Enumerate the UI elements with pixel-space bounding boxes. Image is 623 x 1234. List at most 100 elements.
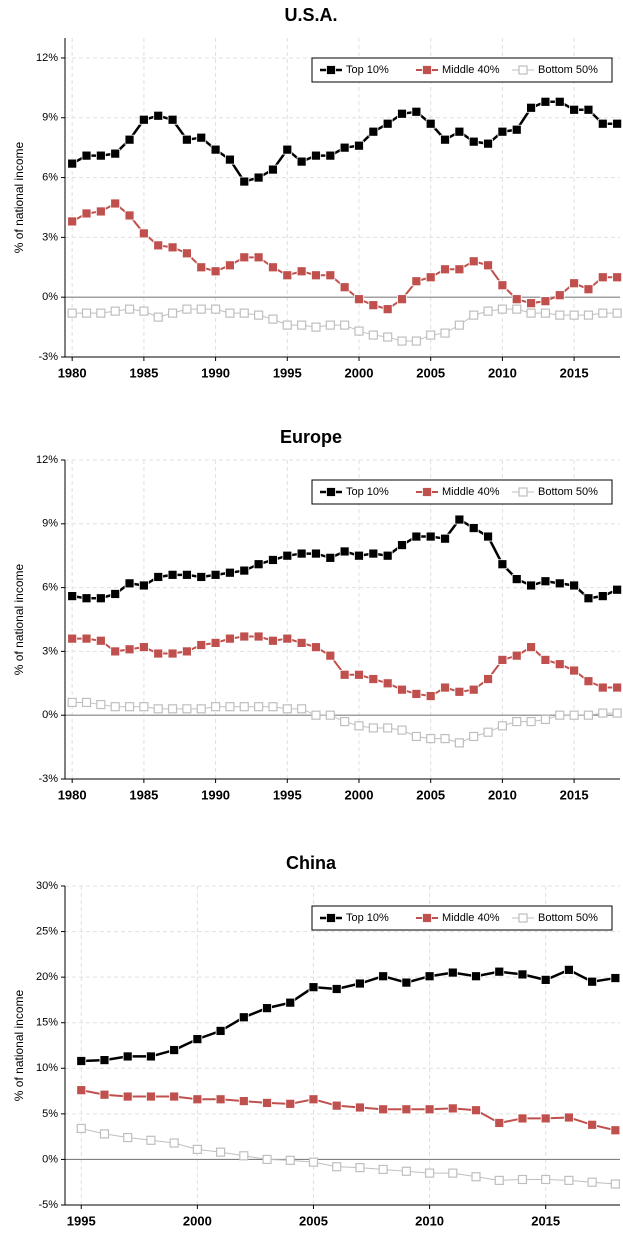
marker (225, 260, 235, 271)
marker (254, 310, 264, 320)
marker (96, 308, 106, 318)
marker (311, 270, 321, 281)
marker (268, 314, 278, 324)
marker (238, 1012, 249, 1023)
marker (76, 1056, 87, 1066)
marker (440, 733, 450, 744)
legend-label: Top 10% (346, 912, 389, 924)
series-line (81, 1089, 616, 1132)
marker (67, 591, 78, 602)
marker (368, 126, 379, 137)
marker (468, 256, 479, 267)
marker (587, 1177, 597, 1187)
marker (167, 242, 178, 253)
marker (325, 650, 336, 661)
marker (612, 308, 622, 318)
marker (95, 635, 106, 646)
marker (339, 669, 350, 680)
marker (368, 674, 379, 684)
marker (81, 150, 92, 161)
marker (447, 967, 458, 978)
marker (81, 633, 92, 644)
marker (483, 306, 493, 316)
marker (196, 132, 207, 143)
marker (354, 550, 364, 561)
marker (440, 134, 450, 145)
marker (138, 580, 149, 591)
marker (268, 164, 278, 175)
marker (215, 1094, 226, 1105)
chart-title: Europe (280, 427, 342, 447)
marker (167, 308, 178, 318)
marker (587, 976, 598, 987)
marker (517, 969, 528, 980)
y-tick-label: 5% (42, 1108, 58, 1120)
marker (254, 702, 264, 712)
marker (67, 697, 77, 708)
marker (494, 1175, 504, 1185)
x-tick-label: 1995 (273, 787, 302, 802)
marker (424, 971, 435, 982)
marker (469, 731, 479, 742)
legend-box (311, 57, 613, 83)
marker (610, 1125, 621, 1136)
marker (167, 648, 178, 659)
marker (368, 723, 378, 733)
marker (425, 691, 436, 701)
marker (210, 266, 221, 277)
marker (411, 689, 422, 699)
y-tick-label: 6% (42, 171, 58, 183)
marker (76, 1123, 86, 1134)
marker (447, 1103, 458, 1114)
marker (612, 118, 623, 129)
marker (368, 300, 379, 311)
marker (583, 284, 594, 295)
marker (153, 648, 164, 659)
y-tick-label: 0% (42, 291, 58, 303)
marker (124, 702, 135, 712)
marker (483, 727, 493, 737)
marker (76, 1085, 87, 1096)
marker (262, 1003, 272, 1014)
marker (196, 304, 206, 314)
marker (497, 126, 508, 137)
marker (239, 565, 250, 576)
legend-box (311, 905, 613, 931)
marker (311, 322, 321, 332)
marker (426, 330, 436, 340)
marker (554, 578, 565, 589)
marker (540, 655, 551, 665)
marker (397, 336, 407, 346)
marker (308, 1094, 319, 1105)
marker (354, 140, 364, 151)
marker (401, 977, 412, 988)
marker (282, 144, 293, 155)
x-tick-label: 2000 (345, 787, 374, 802)
marker (167, 569, 178, 580)
marker (555, 310, 565, 320)
marker (253, 172, 264, 183)
marker (239, 252, 250, 263)
marker (253, 631, 264, 642)
marker (583, 593, 594, 604)
marker (311, 710, 321, 720)
marker (440, 682, 450, 693)
marker (225, 154, 235, 165)
marker (215, 1147, 226, 1157)
marker (564, 1112, 574, 1123)
marker (139, 702, 149, 712)
marker (339, 282, 350, 293)
marker (192, 1144, 202, 1155)
marker (511, 294, 522, 305)
y-tick-label: -3% (38, 351, 58, 363)
marker (411, 276, 422, 287)
marker (67, 633, 78, 644)
marker (397, 294, 407, 305)
marker (471, 1172, 481, 1182)
marker (181, 569, 192, 580)
marker (383, 723, 393, 733)
legend-label: Bottom 50% (538, 486, 598, 498)
legend-marker (422, 487, 432, 497)
marker (210, 702, 221, 712)
x-tick-label: 2010 (488, 365, 517, 380)
